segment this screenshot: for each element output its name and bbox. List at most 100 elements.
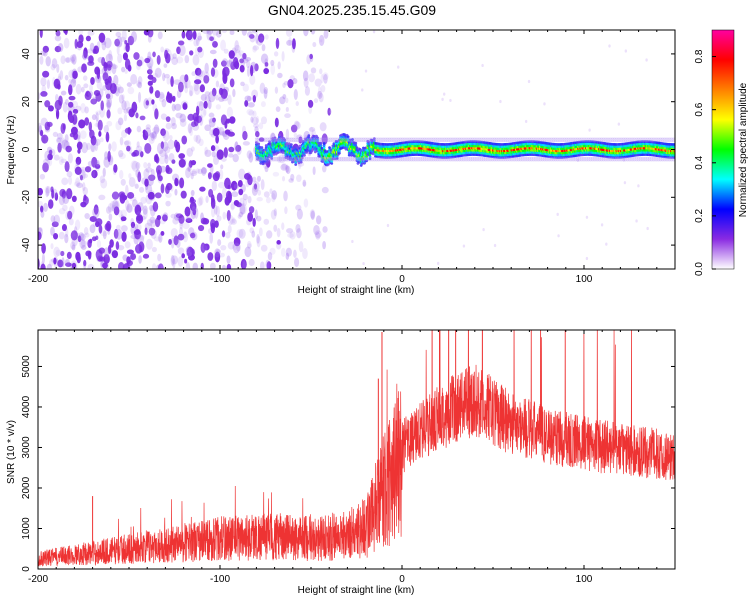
spectrogram-cell: [359, 137, 363, 140]
spectrogram-cell: [433, 137, 437, 140]
spectrogram-cell: [145, 238, 153, 250]
spectrogram-cell: [355, 137, 359, 140]
spectrogram-cell: [82, 182, 86, 192]
spectrogram-cell: [46, 263, 52, 269]
spectrogram-cell: [157, 175, 163, 182]
spectrogram-cell: [207, 172, 212, 180]
spectrogram-cell: [340, 137, 344, 140]
spectrogram-cell: [608, 156, 612, 160]
spectrogram-cell: [226, 209, 231, 222]
spectrogram-cell: [388, 159, 392, 162]
spectrogram-cell: [355, 139, 359, 143]
spectrogram-cell: [171, 103, 176, 112]
spectrogram-cell: [134, 204, 142, 216]
spectrogram-cell: [297, 161, 301, 165]
spectrogram-cell: [195, 168, 200, 174]
spectrogram-cell: [547, 156, 551, 160]
spectrogram-cell: [523, 137, 527, 140]
spectrogram-cell: [654, 159, 658, 162]
spectrogram-cell: [208, 91, 216, 103]
spectrogram-cell: [516, 139, 520, 143]
spectrogram-cell: [212, 40, 218, 48]
spectrogram-cell: [278, 139, 282, 143]
spectrogram-cell: [558, 137, 562, 140]
spectrogram-cell: [281, 139, 285, 143]
spectrogram-cell: [278, 137, 282, 140]
spectrogram-cell: [289, 137, 293, 140]
spectrogram-cell: [166, 91, 170, 100]
spectrogram-cell: [337, 137, 341, 140]
spectrogram-cell: [190, 172, 194, 180]
spectrogram-cell: [497, 159, 501, 162]
spectrogram-cell: [514, 159, 518, 162]
spectrogram-cell: [425, 156, 429, 160]
spectrogram-cell: [153, 236, 161, 242]
spectrogram-cell: [46, 121, 53, 128]
spectrogram-cell: [39, 173, 46, 180]
spectrogram-cell: [543, 137, 547, 140]
spectrogram-cell: [43, 202, 48, 213]
spectrogram-cell: [396, 139, 400, 143]
spectrogram-cell: [64, 258, 70, 267]
spectrogram-cell: [268, 156, 272, 160]
spectrogram-cell: [545, 156, 549, 160]
spectrogram-cell: [51, 58, 58, 69]
spectrogram-cell: [303, 198, 309, 208]
spectrogram-cell: [82, 260, 87, 269]
spectrogram-cell: [229, 116, 236, 124]
spectrogram-cell: [181, 30, 186, 39]
spectrogram-cell: [490, 137, 494, 140]
spectrogram-cell: [353, 156, 357, 160]
spectrogram-cell: [104, 89, 112, 97]
spectrogram-cell: [650, 159, 654, 162]
spectrogram-cell: [254, 137, 258, 140]
spectrogram-cell: [108, 50, 113, 60]
spectrogram-cell: [490, 139, 494, 143]
spectrogram-cell: [449, 139, 453, 143]
spectrogram-cell: [283, 140, 287, 144]
spectrogram-cell: [315, 231, 321, 240]
spectrogram-cell: [111, 205, 117, 212]
spectrogram-cell: [87, 160, 94, 167]
spectrogram-cell: [47, 199, 54, 209]
spectrogram-cell: [214, 171, 221, 179]
spectrogram-cell: [183, 231, 187, 239]
spectrogram-cell: [87, 91, 94, 97]
spectrogram-cell: [47, 105, 54, 112]
spectrogram-cell: [54, 34, 62, 42]
snr-y-tick-label: 4000: [21, 395, 32, 418]
spectrogram-cell: [370, 137, 374, 140]
spectrogram-cell: [477, 137, 481, 140]
spectrogram-cell: [251, 185, 258, 196]
spectrogram-cell: [77, 157, 81, 164]
spectrogram-cell: [185, 247, 191, 254]
spectrogram-cell: [641, 156, 645, 160]
spectrogram-cell: [248, 152, 254, 163]
spectrogram-cell: [119, 169, 124, 180]
spectrogram-cell: [643, 137, 647, 140]
spectrogram-cell: [591, 156, 595, 160]
spectrogram-cell: [111, 191, 120, 200]
spectrogram-cell: [608, 139, 612, 143]
spectrogram-cell: [521, 137, 525, 140]
spectrogram-cell: [239, 203, 246, 215]
spectrogram-cell: [585, 215, 589, 219]
spectrogram-cell: [64, 98, 69, 105]
spectrogram-cell: [560, 156, 564, 160]
spectrogram-cell: [322, 226, 328, 233]
spectrogram-cell: [287, 137, 291, 140]
spectrogram-cell: [407, 159, 411, 162]
spectrogram-cell: [619, 139, 623, 143]
spectrogram-cell: [296, 139, 300, 143]
spectrogram-cell: [506, 156, 510, 160]
spectrogram-cell: [399, 156, 403, 160]
spectrogram-cell: [440, 137, 444, 140]
spectrogram-y-axis-label: Frequency (Hz): [6, 116, 17, 185]
spectrogram-cell: [661, 137, 665, 140]
spectrogram-cell: [215, 94, 219, 101]
spectrogram-cell: [477, 156, 481, 160]
spectrogram-cell: [606, 137, 610, 140]
spectrogram-cell: [354, 143, 358, 147]
spectrogram-cell: [377, 137, 381, 140]
spectrogram-cell: [654, 156, 658, 160]
